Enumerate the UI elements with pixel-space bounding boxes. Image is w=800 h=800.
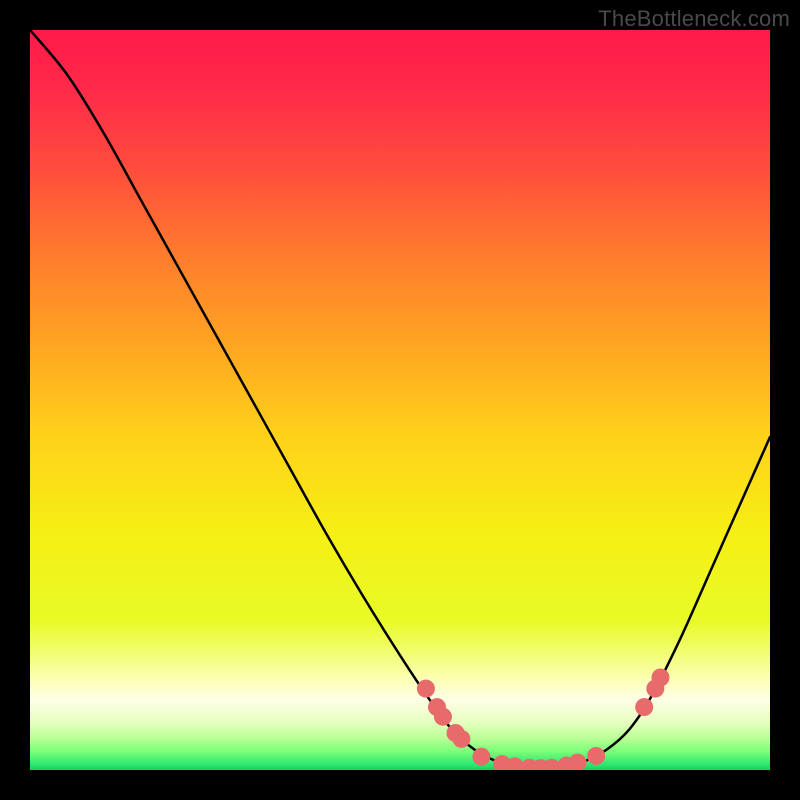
plot-area — [30, 30, 770, 770]
markers-group — [417, 669, 670, 771]
data-marker — [587, 747, 605, 765]
data-marker — [651, 669, 669, 687]
data-marker — [635, 698, 653, 716]
stage: TheBottleneck.com — [0, 0, 800, 800]
chart-svg — [30, 30, 770, 770]
data-marker — [472, 748, 490, 766]
data-marker — [569, 754, 587, 770]
data-marker — [434, 708, 452, 726]
data-marker — [452, 730, 470, 748]
data-marker — [417, 680, 435, 698]
watermark-text: TheBottleneck.com — [598, 6, 790, 32]
bottleneck-curve — [30, 30, 770, 769]
